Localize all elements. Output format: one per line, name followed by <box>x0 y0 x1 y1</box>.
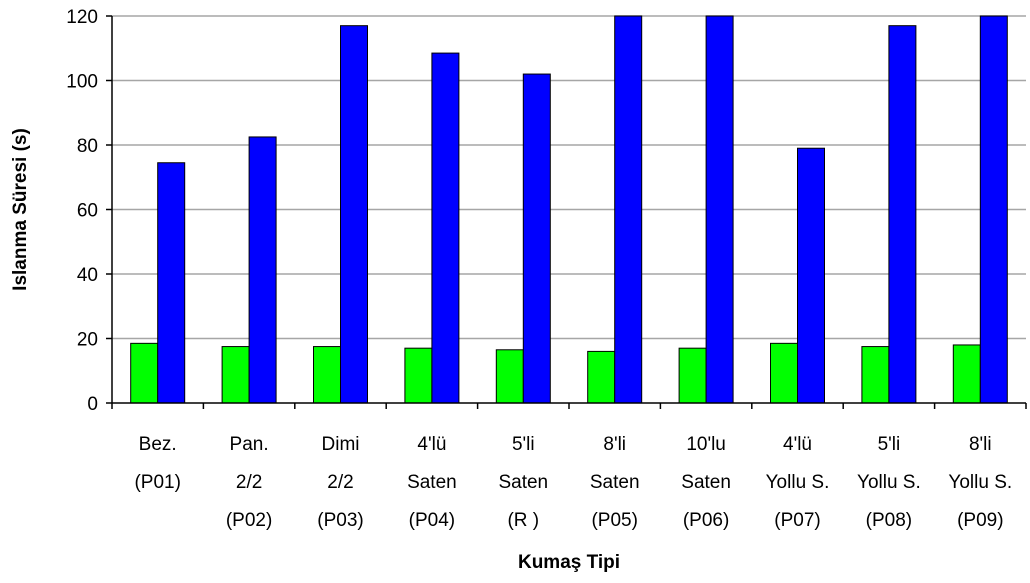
bar-series-1 <box>313 346 341 404</box>
bar-series-1 <box>861 346 890 404</box>
x-tick-label: Bez. (P01) <box>134 434 180 493</box>
x-tick-label-line: 4'lü <box>417 434 446 455</box>
y-tick-labels: 0 20 40 60 80 100 120 <box>66 7 98 415</box>
y-tick-label: 60 <box>77 201 98 222</box>
bar-series-1 <box>221 346 250 404</box>
bar-series-1 <box>678 347 707 404</box>
x-tick-label-line: (P09) <box>957 510 1003 531</box>
y-tick-label: 100 <box>66 72 98 93</box>
x-tick-label-line: (P03) <box>317 510 363 531</box>
x-tick-label-line: Saten <box>498 472 548 493</box>
bar-series-2 <box>522 73 551 404</box>
x-tick-label: 4'lü Saten (P04) <box>407 434 457 531</box>
bar-series-1 <box>587 350 616 404</box>
x-tick-label-line: (P06) <box>683 510 729 531</box>
y-tick-label: 40 <box>77 265 98 286</box>
bar-series-2 <box>979 15 1008 404</box>
bar-series-2 <box>614 15 643 404</box>
bar-series-2 <box>431 52 460 404</box>
x-axis-title: Kumaş Tipi <box>518 552 620 573</box>
bar-series-2 <box>340 25 368 404</box>
x-tick-label: 4'lü Yollu S. (P07) <box>766 434 830 531</box>
x-tick-label-line: Bez. <box>139 434 177 455</box>
bar-series-1 <box>952 344 981 404</box>
y-tick-label: 20 <box>77 330 98 351</box>
bar-series-1 <box>404 347 433 404</box>
x-tick-label-line: Pan. <box>230 434 269 455</box>
x-tick-label-line: Yollu S. <box>948 472 1012 493</box>
bar-series-1 <box>495 349 524 404</box>
x-tick-label-line: 2/2 <box>327 472 353 493</box>
axes <box>111 16 1027 409</box>
bar-series-2 <box>157 162 186 404</box>
x-tick-label-line: Yollu S. <box>766 472 830 493</box>
x-tick-label-line: (P04) <box>409 510 455 531</box>
x-tick-label: 5'li Saten (R ) <box>498 434 548 531</box>
bar-series-1 <box>130 342 159 404</box>
x-tick-label-line: (P02) <box>226 510 272 531</box>
x-tick-label-line: Dimi <box>322 434 360 455</box>
x-tick-label-line: Saten <box>590 472 640 493</box>
bar-series-2 <box>888 25 917 404</box>
x-tick-label-line: 8'li <box>969 434 992 455</box>
x-tick-label-line: (R ) <box>507 510 539 531</box>
x-tick-label-line: (P08) <box>866 510 912 531</box>
bar-series-2 <box>705 15 734 404</box>
bar-series-2 <box>248 136 277 404</box>
x-tick-label-line: 5'li <box>512 434 535 455</box>
x-tick-label: 8'li Yollu S. (P09) <box>948 434 1012 531</box>
x-tick-label-line: 5'li <box>878 434 901 455</box>
y-axis-title: Islanma Süresi (s) <box>10 128 31 291</box>
x-tick-label-line: 2/2 <box>236 472 262 493</box>
x-tick-label: 10'lu Saten (P06) <box>681 434 731 531</box>
x-tick-label-line: Saten <box>681 472 731 493</box>
x-tick-label: Dimi 2/2 (P03) <box>317 434 363 531</box>
y-tick-label: 0 <box>87 394 98 415</box>
x-tick-label-line: (P01) <box>134 472 180 493</box>
y-tick-label: 120 <box>66 7 98 28</box>
gridlines <box>106 15 1026 404</box>
bar-series-1 <box>770 342 798 404</box>
x-tick-label-line: 10'lu <box>686 434 726 455</box>
x-tick-label-line: (P05) <box>591 510 637 531</box>
x-tick-labels: Bez. (P01) Pan. 2/2 (P02) Dimi 2/2 (P03) 4'lü Sat… <box>134 434 1012 531</box>
y-tick-label: 80 <box>77 136 98 157</box>
x-tick-label-line: Yollu S. <box>857 472 921 493</box>
x-tick-label: 5'li Yollu S. (P08) <box>857 434 921 531</box>
x-tick-label: 8'li Saten (P05) <box>590 434 640 531</box>
x-tick-label-line: 4'lü <box>783 434 812 455</box>
x-tick-label: Pan. 2/2 (P02) <box>226 434 272 531</box>
bar-series-2 <box>797 147 825 404</box>
x-tick-label-line: 8'li <box>603 434 626 455</box>
x-tick-label-line: Saten <box>407 472 457 493</box>
bars <box>130 15 1008 404</box>
x-tick-label-line: (P07) <box>774 510 820 531</box>
